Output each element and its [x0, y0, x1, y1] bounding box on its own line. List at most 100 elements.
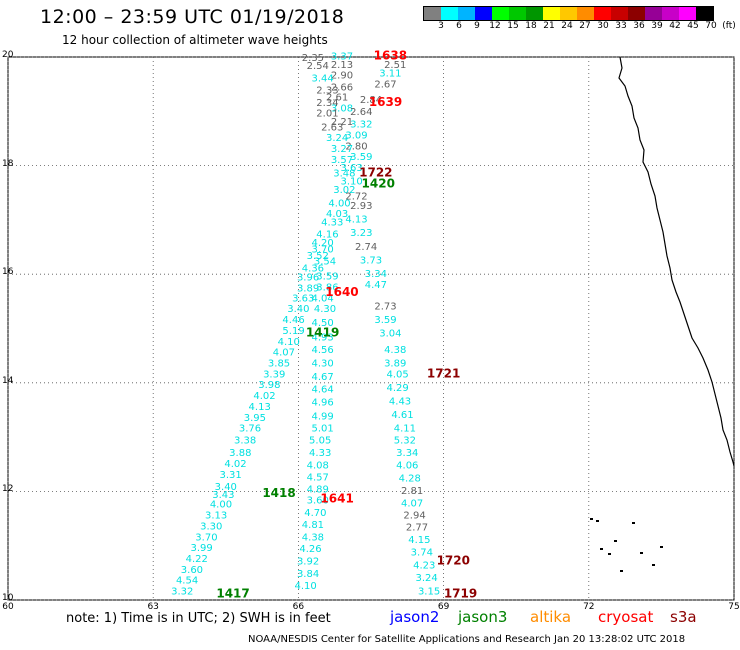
color-scale-label: (ft) — [722, 21, 736, 31]
map-frame — [7, 56, 735, 601]
pass-time-label: 1719 — [444, 586, 477, 600]
wave-height-value: 3.48 — [333, 168, 355, 179]
color-scale-cell — [526, 7, 543, 20]
wave-height-value: 3.59 — [350, 152, 372, 163]
wave-height-value: 4.00 — [210, 500, 232, 511]
wave-height-value: 3.09 — [345, 130, 367, 141]
color-scale-cell — [509, 7, 526, 20]
color-scale-label: 24 — [561, 21, 573, 31]
pass-time-label: 1641 — [320, 491, 353, 505]
wave-height-value: 4.04 — [311, 293, 333, 304]
wave-height-value: 3.76 — [239, 424, 261, 435]
longitude-tick-label: 69 — [437, 602, 450, 612]
pass-time-label: 1721 — [427, 366, 460, 380]
wave-height-value: 3.89 — [384, 359, 406, 370]
wave-height-value: 3.98 — [258, 380, 280, 391]
wave-height-value: 3.24 — [326, 133, 348, 144]
wave-height-value: 4.10 — [278, 337, 300, 348]
wave-height-value: 2.90 — [331, 71, 353, 82]
wave-height-value: 4.46 — [282, 315, 304, 326]
color-scale-cell — [594, 7, 611, 20]
wave-height-value: 4.03 — [326, 209, 348, 220]
island — [596, 520, 599, 522]
wave-height-value: 4.16 — [316, 229, 338, 240]
wave-height-value: 3.13 — [205, 511, 227, 522]
wave-height-value: 3.23 — [350, 228, 372, 239]
wave-height-value: 4.64 — [311, 385, 333, 396]
wave-height-value: 3.85 — [268, 359, 290, 370]
color-scale-cell — [628, 7, 645, 20]
wave-height-value: 3.10 — [341, 177, 363, 188]
wave-height-value: 2.74 — [355, 242, 377, 253]
color-scale-cell — [679, 7, 696, 20]
color-scale-label: 39 — [651, 21, 663, 31]
wave-height-value: 3.32 — [171, 587, 193, 598]
wave-height-value: 2.72 — [345, 191, 367, 202]
wave-height-value: 3.86 — [316, 282, 338, 293]
pass-time-label: 1638 — [374, 49, 407, 63]
wave-height-value: 3.34 — [365, 269, 387, 280]
color-scale-cell — [560, 7, 577, 20]
map-title: 12:00 – 23:59 UTC 01/19/2018 — [40, 6, 345, 28]
wave-height-value: 3.31 — [220, 470, 242, 481]
longitude-tick-label: 72 — [583, 602, 595, 612]
wave-height-value: 4.07 — [273, 348, 295, 359]
latitude-tick-label: 12 — [2, 484, 14, 495]
wave-height-value: 4.07 — [401, 499, 423, 510]
color-scale-cell — [543, 7, 560, 20]
legend-item-altika: altika — [530, 608, 572, 626]
island — [608, 553, 611, 555]
wave-height-value: 2.54 — [307, 61, 329, 72]
wave-height-value: 4.15 — [408, 535, 430, 546]
wave-height-value: 3.74 — [411, 547, 433, 558]
wave-height-value: 2.01 — [316, 109, 338, 120]
color-scale-cell — [475, 7, 492, 20]
wave-height-value: 3.59 — [374, 315, 396, 326]
wave-height-value: 5.05 — [309, 436, 331, 447]
wave-height-value: 3.43 — [212, 490, 234, 501]
wave-height-value: 5.19 — [282, 326, 304, 337]
wave-height-value: 2.77 — [406, 522, 428, 533]
color-scale-label: 30 — [597, 21, 609, 31]
color-scale-label: 12 — [489, 21, 501, 31]
wave-height-value: 3.60 — [307, 495, 329, 506]
wave-height-value: 4.06 — [396, 461, 418, 472]
pass-time-label: 1720 — [437, 554, 470, 568]
wave-height-value: 3.40 — [287, 304, 309, 315]
color-scale-bar — [423, 6, 714, 21]
wave-height-value: 4.02 — [253, 391, 275, 402]
latitude-tick-label: 10 — [2, 593, 14, 603]
wave-height-value: 3.84 — [297, 569, 319, 580]
color-scale-label: 45 — [687, 21, 699, 31]
wave-height-value: 2.67 — [374, 79, 396, 90]
wave-height-value: 3.37 — [331, 52, 353, 63]
wave-height-value: 2.63 — [321, 122, 343, 133]
color-scale-cell — [645, 7, 662, 20]
wave-height-value: 3.04 — [379, 329, 401, 340]
wave-height-value: 2.66 — [331, 83, 353, 94]
longitude-tick-label: 75 — [728, 602, 740, 612]
wave-height-value: 2.35 — [302, 53, 324, 64]
wave-height-value: 4.50 — [311, 318, 333, 329]
island — [632, 522, 635, 524]
pass-time-label: 1417 — [216, 586, 249, 600]
wave-height-value: 4.30 — [311, 359, 333, 370]
wave-height-value: 4.61 — [391, 410, 413, 421]
color-scale-label: 33 — [615, 21, 627, 31]
pass-time-label: 1722 — [359, 165, 392, 179]
color-scale-label: 6 — [456, 21, 462, 31]
pass-time-label: 1640 — [325, 285, 358, 299]
wave-height-value: 2.51 — [384, 60, 406, 71]
wave-height-value: 5.01 — [311, 424, 333, 435]
color-scale-label: 42 — [669, 21, 681, 31]
wave-height-value: 3.57 — [331, 155, 353, 166]
wave-height-value: 3.11 — [379, 69, 401, 80]
wave-height-value: 3.70 — [195, 532, 217, 543]
wave-height-value: 3.08 — [331, 103, 353, 114]
wave-height-value: 3.15 — [418, 587, 440, 598]
units-note: note: 1) Time is in UTC; 2) SWH is in fe… — [66, 611, 331, 626]
pass-time-label: 1418 — [262, 486, 295, 500]
wave-height-value: 4.28 — [399, 474, 421, 485]
wave-height-value: 4.33 — [321, 217, 343, 228]
wave-height-value: 2.61 — [326, 92, 348, 103]
